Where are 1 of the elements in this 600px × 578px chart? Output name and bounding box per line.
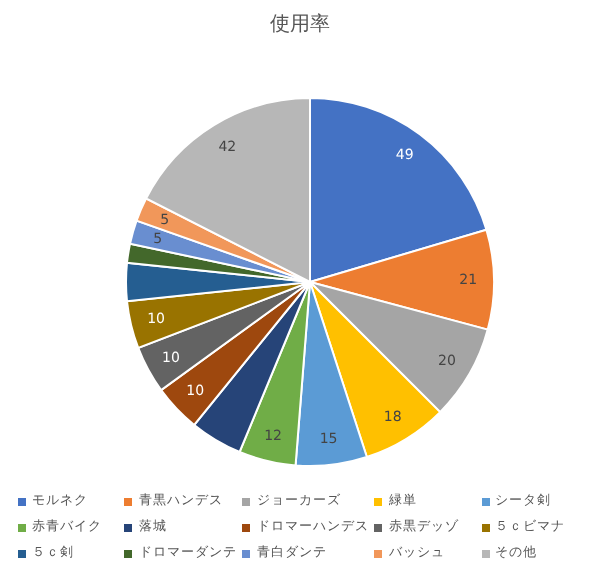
chart-title: 使用率 <box>268 11 332 38</box>
